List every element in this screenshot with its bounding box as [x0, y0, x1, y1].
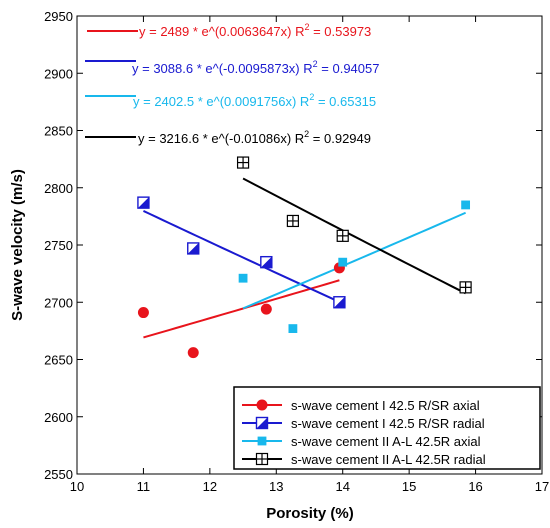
x-tick-label: 11 — [137, 479, 151, 494]
y-tick-label: 2550 — [44, 467, 73, 482]
fit-equation: y = 3088.6 * e^(-0.0095873x) R2 = 0.9405… — [132, 59, 379, 76]
x-tick-label: 12 — [203, 479, 217, 494]
data-point — [187, 242, 200, 255]
fit-equation: y = 2489 * e^(0.0063647x) R2 = 0.53973 — [139, 22, 371, 39]
data-point — [137, 307, 149, 319]
data-point — [288, 324, 298, 333]
y-tick-label: 2850 — [44, 124, 73, 139]
y-tick-label: 2800 — [44, 181, 73, 196]
x-tick-label: 17 — [535, 479, 549, 494]
data-point — [459, 281, 472, 294]
y-axis-label: S-wave velocity (m/s) — [9, 169, 26, 321]
legend-box — [233, 386, 541, 470]
data-point — [137, 196, 150, 209]
x-tick-label: 15 — [402, 479, 416, 494]
legend: s-wave cement I 42.5 R/SR axial s-wave ce… — [233, 386, 541, 470]
fit-line-3 — [242, 211, 467, 310]
data-point — [255, 416, 269, 430]
data-point — [238, 273, 248, 283]
y-tick-label: 2600 — [44, 410, 73, 425]
x-axis-label: Porosity (%) — [266, 505, 354, 522]
fit-line-4 — [242, 177, 467, 295]
data-point — [257, 436, 267, 446]
data-point — [255, 452, 269, 466]
fit-equation: y = 2402.5 * e^(0.0091756x) R2 = 0.65315 — [133, 92, 376, 109]
data-point — [286, 214, 299, 228]
fit-equation: y = 3216.6 * e^(-0.01086x) R2 = 0.92949 — [138, 129, 371, 146]
y-tick-label: 2900 — [44, 66, 73, 81]
data-point — [338, 257, 348, 267]
x-tick-label: 16 — [468, 479, 482, 494]
x-tick-label: 10 — [70, 479, 84, 494]
data-point — [187, 347, 199, 359]
y-tick-label: 2700 — [44, 295, 73, 310]
data-point — [333, 296, 346, 309]
x-tick-label: 13 — [269, 479, 283, 494]
y-tick-label: 2650 — [44, 353, 73, 368]
legend-label: s-wave cement I 42.5 R/SR axial — [291, 398, 480, 413]
data-point — [260, 255, 273, 269]
legend-label: s-wave cement II A-L 42.5R axial — [291, 434, 481, 449]
y-tick-label: 2950 — [44, 9, 73, 24]
data-point — [236, 156, 250, 169]
fit-line-1 — [143, 279, 340, 339]
data-point — [256, 399, 268, 411]
legend-label: s-wave cement I 42.5 R/SR radial — [291, 416, 485, 431]
y-tick-label: 2750 — [44, 238, 73, 253]
data-point — [260, 303, 272, 315]
data-point — [336, 229, 349, 242]
legend-label: s-wave cement II A-L 42.5R radial — [291, 452, 486, 467]
fit-line-2 — [143, 210, 340, 303]
data-point — [461, 200, 471, 210]
x-tick-label: 14 — [335, 479, 349, 494]
